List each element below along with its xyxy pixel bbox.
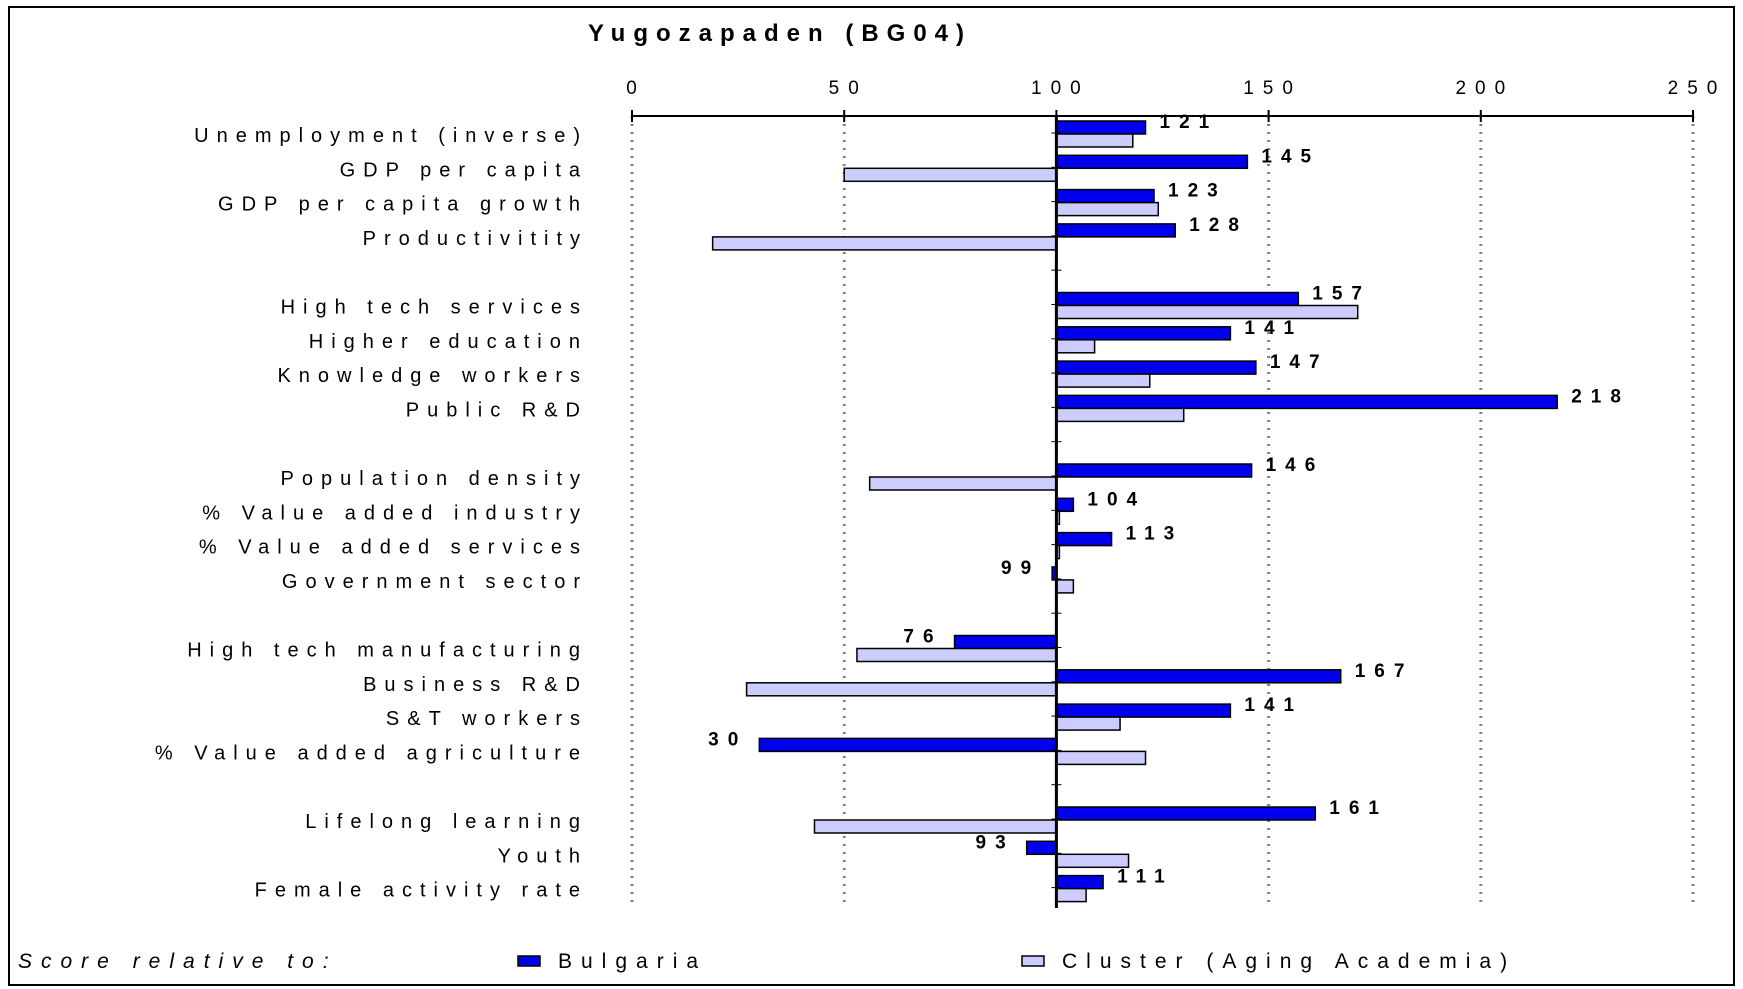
value-label-bulgaria: 145 — [1261, 146, 1320, 167]
bar-bulgaria — [1055, 806, 1317, 821]
value-labels: 121 145 123 128 157 141 147 218 146 104 113 99 76 167… — [708, 112, 1630, 888]
value-label-bulgaria: 157 — [1312, 284, 1371, 305]
category-label: Higher education — [309, 331, 588, 353]
value-label-bulgaria: 123 — [1168, 181, 1227, 202]
bar-bulgaria — [953, 634, 1058, 650]
category-label: Knowledge workers — [277, 365, 588, 387]
bar-cluster — [745, 682, 1058, 697]
bar-cluster — [856, 647, 1058, 663]
bar-bulgaria — [1055, 531, 1113, 547]
chart-title: Yugozapaden (BG04) — [588, 20, 972, 47]
value-label-bulgaria: 147 — [1270, 352, 1329, 373]
bar-bulgaria — [1055, 360, 1257, 375]
value-label-bulgaria: 141 — [1244, 695, 1303, 716]
bar-bulgaria — [1055, 223, 1176, 238]
category-label: Youth — [498, 845, 588, 867]
value-label-bulgaria: 121 — [1160, 112, 1219, 133]
bar-cluster — [1055, 887, 1087, 903]
value-label-bulgaria: 167 — [1355, 661, 1414, 682]
value-label-bulgaria: 146 — [1266, 455, 1325, 476]
value-label-bulgaria: 93 — [976, 832, 1015, 853]
bar-cluster — [843, 167, 1058, 183]
category-label: Government sector — [282, 571, 588, 593]
bar-cluster — [1055, 407, 1185, 423]
legend-swatch-bulgaria — [517, 955, 541, 967]
category-label: Productivitity — [363, 228, 588, 250]
category-label: Business R&D — [363, 674, 588, 696]
category-label: S&T workers — [386, 708, 588, 730]
bar-bulgaria — [1055, 874, 1104, 890]
value-label-bulgaria: 128 — [1189, 215, 1248, 236]
bar-cluster — [1055, 304, 1359, 320]
category-label: % Value added services — [199, 537, 588, 559]
value-label-bulgaria: 113 — [1126, 524, 1184, 545]
bar-cluster — [1055, 579, 1075, 594]
bar-cluster — [1055, 853, 1130, 869]
legend-label-cluster: Cluster (Aging Academia) — [1062, 950, 1516, 973]
category-label: % Value added industry — [202, 502, 588, 524]
value-label-bulgaria: 99 — [1001, 558, 1040, 579]
legend-label-bulgaria: Bulgaria — [558, 950, 707, 973]
bar-cluster — [1055, 750, 1147, 766]
legend-swatch-cluster — [1021, 955, 1045, 967]
value-label-bulgaria: 141 — [1244, 318, 1303, 339]
bar-cluster — [1055, 133, 1134, 148]
chart-frame: Yugozapaden (BG04) 0 50 100 150 200 250 Unemp… — [8, 6, 1735, 986]
bar-bulgaria — [1025, 840, 1058, 856]
bar-cluster — [1055, 716, 1121, 731]
category-label: GDP per capita growth — [218, 194, 588, 216]
bar-bulgaria — [758, 737, 1058, 753]
value-label-bulgaria: 76 — [903, 627, 942, 648]
tick-label-0: 0 — [626, 78, 646, 99]
tick-label-50: 50 — [829, 78, 868, 99]
bar-bulgaria — [1055, 394, 1558, 410]
category-label: Lifelong learning — [305, 811, 588, 833]
bar-bulgaria — [1055, 703, 1232, 718]
value-label-bulgaria: 218 — [1571, 386, 1630, 407]
bar-bulgaria — [1055, 326, 1232, 341]
category-label: Population density — [281, 468, 588, 490]
category-label: % Value added agriculture — [155, 742, 588, 764]
bar-cluster — [1055, 201, 1160, 217]
bar-cluster — [813, 819, 1058, 834]
bar-bulgaria — [1055, 669, 1342, 684]
value-label-bulgaria: 104 — [1087, 489, 1146, 510]
value-label-bulgaria: 111 — [1117, 867, 1174, 888]
bar-chart: Yugozapaden (BG04) 0 50 100 150 200 250 Unemp… — [18, 20, 1727, 973]
tick-label-150: 150 — [1243, 78, 1302, 99]
value-label-bulgaria: 30 — [708, 729, 747, 750]
bar-bulgaria — [1055, 154, 1249, 170]
bar-bulgaria — [1055, 291, 1300, 307]
bar-cluster — [1055, 339, 1096, 354]
tick-label-250: 250 — [1668, 78, 1727, 99]
legend-lead: Score relative to: — [18, 950, 338, 973]
category-label: GDP per capita — [340, 159, 588, 181]
bar-bulgaria — [1055, 463, 1253, 478]
category-labels: Unemployment (inverse) GDP per capita GDP … — [155, 125, 588, 902]
bar-bulgaria — [1055, 497, 1075, 513]
category-label: Female activity rate — [255, 880, 588, 902]
gridlines — [630, 110, 1695, 908]
bars — [711, 116, 1558, 908]
bar-bulgaria — [1055, 120, 1147, 135]
category-label: Public R&D — [406, 399, 588, 421]
value-label-bulgaria: 161 — [1329, 798, 1388, 819]
tick-label-100: 100 — [1031, 78, 1090, 99]
bar-cluster — [868, 476, 1058, 491]
tick-label-200: 200 — [1455, 78, 1514, 99]
category-label: High tech manufacturing — [187, 640, 588, 662]
category-label: Unemployment (inverse) — [194, 125, 588, 147]
bar-cluster — [711, 236, 1058, 251]
x-axis-ticks: 0 50 100 150 200 250 — [626, 78, 1727, 99]
legend: Score relative to: Bulgaria Cluster (Agin… — [18, 950, 1516, 973]
category-label: High tech services — [281, 297, 588, 319]
bar-bulgaria — [1055, 188, 1155, 204]
bar-cluster — [1055, 373, 1151, 388]
